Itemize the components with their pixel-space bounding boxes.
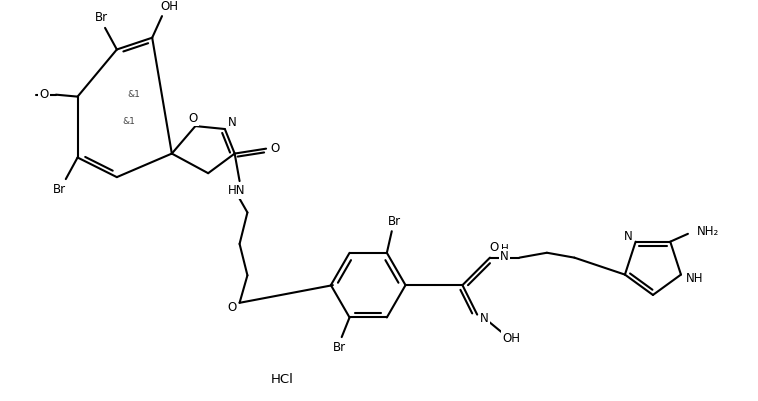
Text: Br: Br xyxy=(95,10,108,24)
Text: &1: &1 xyxy=(127,90,140,99)
Text: NH₂: NH₂ xyxy=(697,225,719,238)
Text: OH: OH xyxy=(503,332,521,345)
Text: N: N xyxy=(500,250,509,263)
Text: N: N xyxy=(480,312,488,325)
Text: O: O xyxy=(489,241,499,254)
Text: Br: Br xyxy=(53,183,67,196)
Text: &1: &1 xyxy=(122,117,135,126)
Text: O: O xyxy=(227,301,236,314)
Text: Br: Br xyxy=(388,215,401,228)
Text: O: O xyxy=(271,142,280,155)
Text: H: H xyxy=(501,244,509,254)
Text: HN: HN xyxy=(228,184,246,197)
Text: HCl: HCl xyxy=(271,373,293,386)
Text: N: N xyxy=(228,115,237,129)
Text: N: N xyxy=(623,230,632,243)
Text: Br: Br xyxy=(334,341,346,354)
Text: O: O xyxy=(39,88,49,101)
Text: OH: OH xyxy=(161,0,179,13)
Text: O: O xyxy=(189,112,198,125)
Text: NH: NH xyxy=(686,272,703,285)
